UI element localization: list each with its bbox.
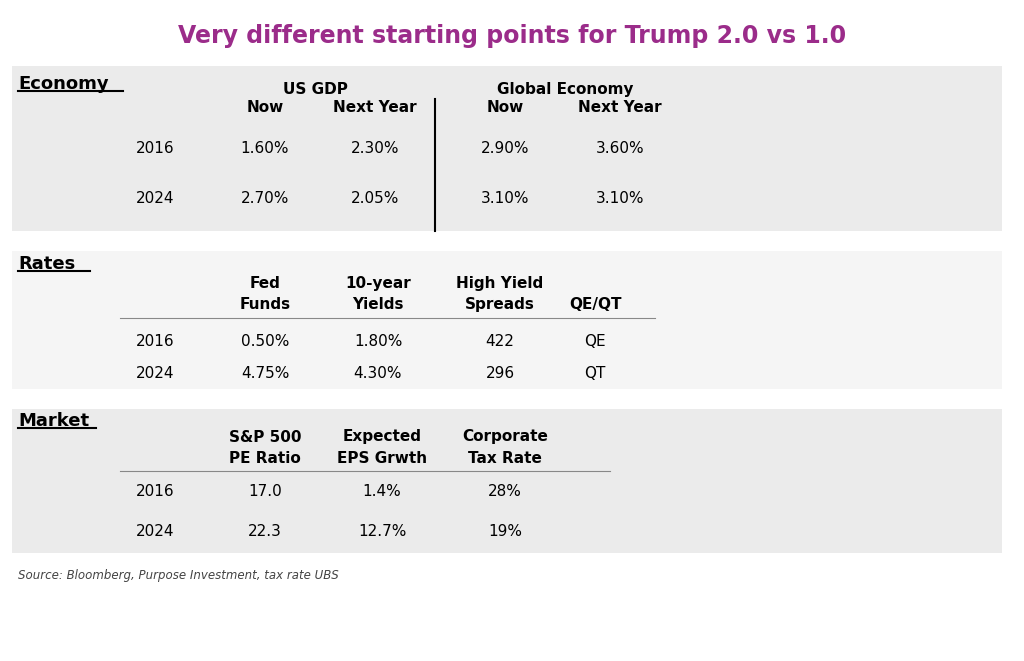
Text: Corporate: Corporate xyxy=(462,430,548,444)
Text: 3.10%: 3.10% xyxy=(480,190,529,206)
Text: 2016: 2016 xyxy=(136,141,174,155)
Text: US GDP: US GDP xyxy=(283,81,347,97)
Text: Yields: Yields xyxy=(352,297,403,311)
Text: Fed: Fed xyxy=(250,276,281,290)
Text: 12.7%: 12.7% xyxy=(357,524,407,539)
FancyBboxPatch shape xyxy=(12,66,1002,231)
Text: Market: Market xyxy=(18,412,89,430)
Text: 19%: 19% xyxy=(488,524,522,539)
FancyBboxPatch shape xyxy=(12,409,1002,553)
Text: 3.10%: 3.10% xyxy=(596,190,644,206)
Text: 2.05%: 2.05% xyxy=(351,190,399,206)
Text: 2.70%: 2.70% xyxy=(241,190,289,206)
Text: 1.60%: 1.60% xyxy=(241,141,289,155)
Text: QE/QT: QE/QT xyxy=(568,297,622,311)
Text: 2024: 2024 xyxy=(136,366,174,381)
Text: 1.80%: 1.80% xyxy=(354,334,402,348)
Text: 2.90%: 2.90% xyxy=(480,141,529,155)
Text: PE Ratio: PE Ratio xyxy=(229,451,301,465)
Text: 3.60%: 3.60% xyxy=(596,141,644,155)
Text: 10-year: 10-year xyxy=(345,276,411,290)
Text: QE: QE xyxy=(584,334,606,348)
Text: 1.4%: 1.4% xyxy=(362,485,401,500)
Text: 4.30%: 4.30% xyxy=(353,366,402,381)
Text: Next Year: Next Year xyxy=(333,100,417,114)
Text: Expected: Expected xyxy=(342,430,422,444)
Text: 4.75%: 4.75% xyxy=(241,366,289,381)
Text: Very different starting points for Trump 2.0 vs 1.0: Very different starting points for Trump… xyxy=(178,24,846,48)
Text: Next Year: Next Year xyxy=(579,100,662,114)
Text: Spreads: Spreads xyxy=(465,297,535,311)
Text: 422: 422 xyxy=(485,334,514,348)
Text: Now: Now xyxy=(486,100,523,114)
Text: 2016: 2016 xyxy=(136,334,174,348)
Text: Economy: Economy xyxy=(18,75,109,93)
Text: 22.3: 22.3 xyxy=(248,524,282,539)
Text: High Yield: High Yield xyxy=(457,276,544,290)
Text: 28%: 28% xyxy=(488,485,522,500)
Text: 2.30%: 2.30% xyxy=(351,141,399,155)
Text: Global Economy: Global Economy xyxy=(497,81,633,97)
Text: Source: Bloomberg, Purpose Investment, tax rate UBS: Source: Bloomberg, Purpose Investment, t… xyxy=(18,570,339,582)
Text: QT: QT xyxy=(585,366,605,381)
Text: 0.50%: 0.50% xyxy=(241,334,289,348)
Text: Now: Now xyxy=(247,100,284,114)
Text: Rates: Rates xyxy=(18,255,75,273)
FancyBboxPatch shape xyxy=(12,251,1002,389)
Text: Funds: Funds xyxy=(240,297,291,311)
Text: Tax Rate: Tax Rate xyxy=(468,451,542,465)
Text: 2024: 2024 xyxy=(136,524,174,539)
Text: 2016: 2016 xyxy=(136,485,174,500)
Text: 2024: 2024 xyxy=(136,190,174,206)
Text: 17.0: 17.0 xyxy=(248,485,282,500)
Text: EPS Grwth: EPS Grwth xyxy=(337,451,427,465)
Text: S&P 500: S&P 500 xyxy=(228,430,301,444)
Text: 296: 296 xyxy=(485,366,515,381)
